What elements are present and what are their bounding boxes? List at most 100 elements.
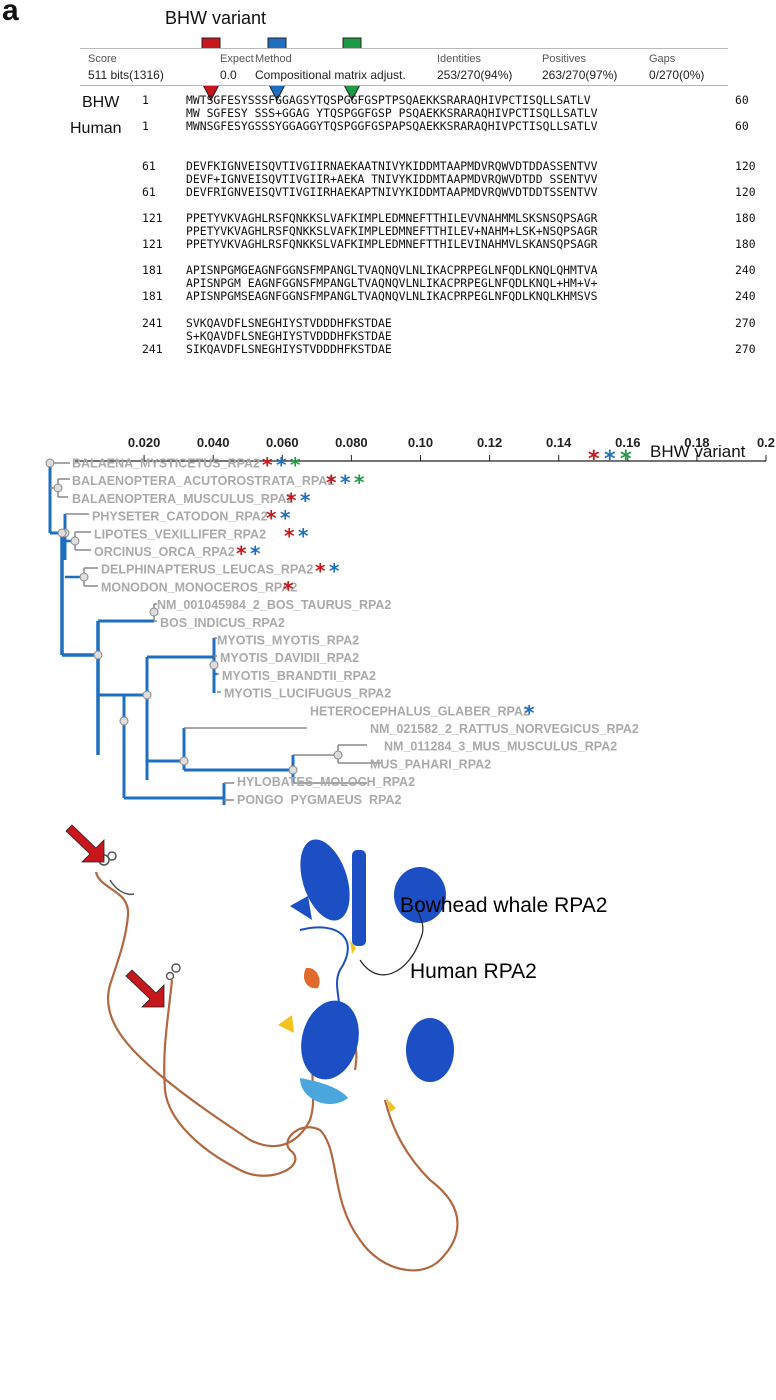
alignment-subject-start: 241 [142,342,163,356]
taxon-label: NM_021582_2_RATTUS_NORVEGICUS_RPA2 [370,722,639,736]
stats-score: 511 bits(1316) [88,68,164,82]
taxon-label: MONODON_MONOCEROS_RPA2 [101,580,297,594]
alignment-subject-start: 181 [142,289,163,303]
variant-star-icon: * [524,701,535,725]
tree-axis-label: 0.080 [335,435,368,450]
variant-star-icon: * [262,453,273,477]
tree-node [45,458,55,468]
taxon-label: ORCINUS_ORCA_RPA2 [94,545,235,559]
tree-axis-label: 0.060 [266,435,299,450]
tree-axis-label: 0.040 [197,435,230,450]
tree-axis-label: 0.020 [128,435,161,450]
taxon-label: BALAENOPTERA_ACUTOROSTRATA_RPA2 [72,474,334,488]
alignment-subject-seq: MWNSGFESYGSSSYGGAGGYTQSPGGFGSPAPSQAEKKSR… [186,119,598,133]
variant-star-icon: * [236,542,247,566]
taxon-label: MUS_PAHARI_RPA2 [370,757,491,771]
alignment-query-start: 241 [142,316,163,330]
alignment-match-line: PPETYVKVAGHLRSFQNKKSLVAFKIMPLEDMNEFTTHIL… [186,224,598,238]
alignment-subject-seq: PPETYVKVAGHLRSFQNKKSLVAFKIMPLEDMNEFTTHIL… [186,237,598,251]
taxon-label: PHYSETER_CATODON_RPA2 [92,510,268,524]
stats-gaps: 0/270(0%) [649,68,705,82]
taxon-label: MYOTIS_BRANDTII_RPA2 [222,669,376,683]
tree-node [79,572,89,582]
taxon-label: BOS_INDICUS_RPA2 [160,616,285,630]
tree-axis-label: 0.10 [408,435,433,450]
tree-node [70,536,80,546]
stats-positives: 263/270(97%) [542,68,618,82]
alignment-subject-end: 270 [735,342,756,356]
subject-label: Human [70,120,122,137]
alignment-subject-end: 240 [735,289,756,303]
alignment-query-end: 270 [735,316,756,330]
variant-star-icon: * [284,524,295,548]
taxon-label: MYOTIS_LUCIFUGUS_RPA2 [224,687,391,701]
taxon-label: DELPHINAPTERUS_LEUCAS_RPA2 [101,563,313,577]
alignment-query-start: 121 [142,211,163,225]
alignment-subject-end: 180 [735,237,756,251]
taxon-label: MYOTIS_MYOTIS_RPA2 [217,634,359,648]
taxon-label: PONGO_PYGMAEUS_RPA2 [237,793,401,805]
variant-star-icon: * [315,559,326,583]
variant-star-icon: * [298,524,309,548]
variant-star-icon: * [340,471,351,495]
red-arrow-icon [125,969,165,1008]
stats-header-positives: Positives [542,53,587,65]
stats-expect: 0.0 [220,68,237,82]
tree-node [119,716,129,726]
variant-star-icon: * [329,559,340,583]
alignment-query-seq: APISNPGMGEAGNFGGNSFMPANGLTVAQNQVLNLIKACP… [186,263,598,277]
alignment-subject-start: 61 [142,185,156,199]
alignment-subject-seq: SIKQAVDFLSNEGHIYSTVDDDHFKSTDAE [186,342,392,356]
variant-star-icon: * [290,453,301,477]
taxon-label: BALAENOPTERA_MUSCULUS_RPA2 [72,492,293,506]
taxon-label: HYLOBATES_MOLOCH_RPA2 [237,775,415,789]
human-title: Human RPA2 [410,960,537,983]
alignment-subject-end: 60 [735,119,749,133]
stats-header-expect: Expect [220,53,254,65]
alignment-query-start: 61 [142,159,156,173]
alignment-query-end: 60 [735,93,749,107]
blast-stats: Score Expect Method Identities Positives… [80,48,728,86]
tree-axis-label: 0.16 [615,435,640,450]
variant-star-icon: * [300,488,311,512]
structure-panel: Bowhead whale RPA2 Human RPA2 [65,824,607,1272]
taxon-label: MYOTIS_DAVIDII_RPA2 [220,651,359,665]
phylogenetic-tree: 0.020 0.040 0.060 0.080 0.10 0.12 0.14 0.16 0.18… [45,435,775,805]
tree-axis-label: 0.2 [757,435,775,450]
tree-node [209,660,219,670]
stats-header-score: Score [88,53,117,65]
alignment-query-end: 120 [735,159,756,173]
legend-star-icon: * [604,447,616,472]
alignment-query-seq: PPETYVKVAGHLRSFQNKKSLVAFKIMPLEDMNEFTTHIL… [186,211,598,225]
alignment-subject-end: 120 [735,185,756,199]
alignment-subject-seq: DEVFRIGNVEISQVTIVGIIRHAEKAPTNIVYKIDDMTAA… [186,185,598,199]
tree-node [333,750,343,760]
taxon-label: HETEROCEPHALUS_GLABER_RPA2 [310,704,530,718]
variant-star-icon: * [266,506,277,530]
sequence-alignment: 1 MWTSGFESYSSSFGGAGSYTQSPGGFGSPTPSQAEKKSR… [0,0,776,380]
stats-identities: 253/270(94%) [437,68,513,82]
tree-node [179,756,189,766]
tree-node [149,607,159,617]
tree-node [288,765,298,775]
variant-title: BHW variant [165,8,267,28]
legend-star-icon: * [620,447,632,472]
variant-star-icon: * [286,488,297,512]
stats-method: Compositional matrix adjust. [255,68,406,82]
tree-node [53,483,63,493]
tree-node [142,690,152,700]
taxon-label: BALAENA_MYSTICETUS_RPA2 [72,457,260,471]
panel-letter: a [2,0,19,27]
stats-header-method: Method [255,53,292,65]
variant-star-icon: * [280,506,291,530]
alignment-match-line: S+KQAVDFLSNEGHIYSTVDDDHFKSTDAE [186,329,392,343]
red-arrow-icon [65,824,105,863]
query-label: BHW [82,94,120,111]
taxon-label: NM_011284_3_MUS_MUSCULUS_RPA2 [384,740,617,754]
legend-label: BHW variant [650,442,746,461]
bowhead-title: Bowhead whale RPA2 [400,894,607,917]
variant-star-icon: * [276,453,287,477]
alignment-match-line: APISNPGM EAGNFGGNSFMPANGLTVAQNQVLNLIKACP… [186,276,598,290]
alignment-query-start: 181 [142,263,163,277]
stats-header-gaps: Gaps [649,53,676,65]
